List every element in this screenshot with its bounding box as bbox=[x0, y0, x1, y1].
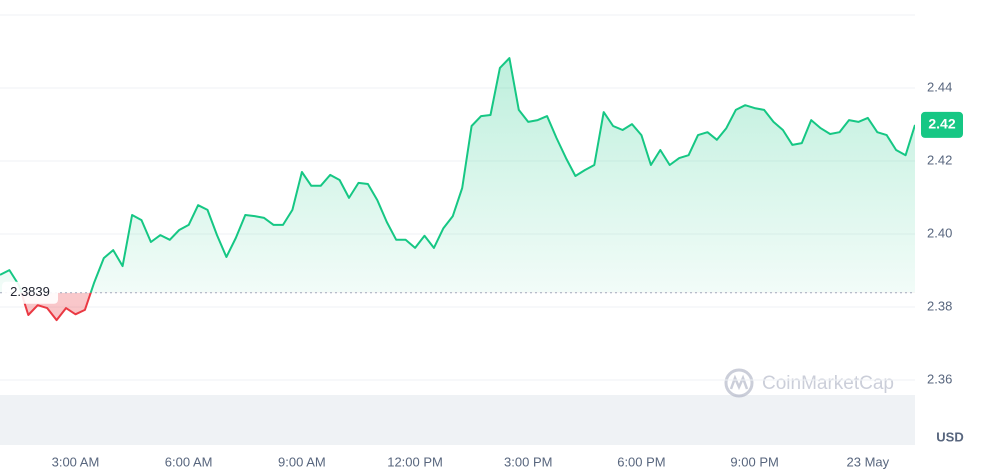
x-tick-label: 3:00 AM bbox=[52, 454, 100, 469]
y-tick-label: 2.44 bbox=[927, 79, 952, 94]
y-tick-label: 2.36 bbox=[927, 371, 952, 386]
x-tick-label: 23 May bbox=[847, 454, 890, 469]
area-up bbox=[0, 58, 915, 293]
x-tick-label: 9:00 AM bbox=[278, 454, 326, 469]
x-tick-label: 3:00 PM bbox=[504, 454, 552, 469]
x-tick-label: 12:00 PM bbox=[387, 454, 443, 469]
volume-area bbox=[0, 395, 915, 445]
y-tick-label: 2.38 bbox=[927, 298, 952, 313]
current-price: 2.42 bbox=[928, 116, 955, 132]
x-tick-label: 6:00 PM bbox=[617, 454, 665, 469]
current-price-tag bbox=[921, 111, 963, 138]
y-tick-label: 2.40 bbox=[927, 225, 952, 240]
currency-label: USD bbox=[936, 429, 963, 444]
x-tick-label: 9:00 PM bbox=[730, 454, 778, 469]
x-tick-label: 6:00 AM bbox=[165, 454, 213, 469]
price-line-up bbox=[0, 57, 915, 293]
y-tick-label: 2.42 bbox=[927, 152, 952, 167]
baseline-label: 2.3839 bbox=[10, 284, 50, 299]
watermark-text: CoinMarketCap bbox=[762, 373, 894, 394]
baseline-label-bg bbox=[2, 281, 58, 304]
watermark: CoinMarketCap bbox=[724, 368, 894, 398]
